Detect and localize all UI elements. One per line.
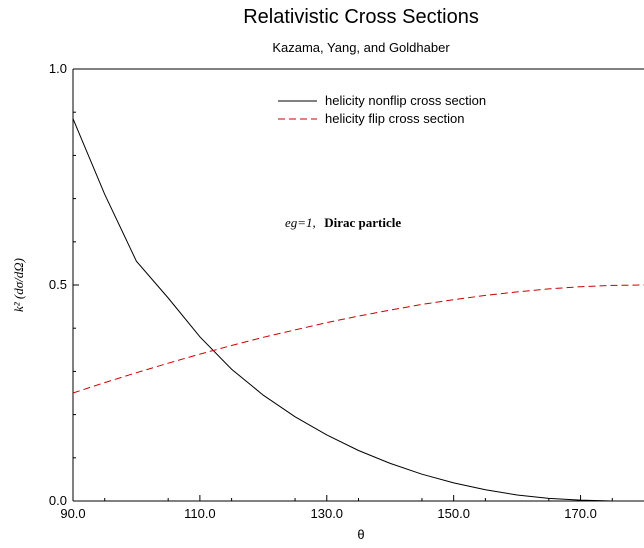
x-tick-label: 110.0 (184, 506, 216, 521)
legend-label-nonflip: helicity nonflip cross section (325, 93, 486, 108)
chart-subtitle: Kazama, Yang, and Goldhaber (272, 40, 450, 55)
y-tick-label: 1.0 (49, 61, 67, 76)
series-line-nonflip (72, 118, 644, 502)
x-tick-label: 170.0 (564, 506, 597, 521)
annotation-italic: eg=1, (285, 215, 316, 230)
x-tick-label: 150.0 (437, 506, 470, 521)
y-axis-label: k² (dσ/dΩ) (11, 258, 26, 312)
plot-area (72, 68, 644, 502)
series-line-flip (72, 284, 644, 394)
annotation-bold: Dirac particle (324, 215, 401, 230)
y-tick-label: 0.5 (49, 277, 67, 292)
legend-label-flip: helicity flip cross section (325, 111, 464, 126)
x-axis-label: θ (357, 527, 364, 542)
y-tick-label: 0.0 (49, 493, 67, 508)
annotation: eg=1, Dirac particle (285, 214, 401, 231)
chart-title: Relativistic Cross Sections (243, 6, 479, 28)
x-tick-label: 130.0 (311, 506, 344, 521)
x-tick-label: 90.0 (60, 506, 85, 521)
series-layer (72, 118, 644, 502)
legend: helicity nonflip cross section helicity … (278, 93, 486, 126)
axis-ticks: 90.0 110.0 130.0 150.0 170.0 0.0 0.5 1.0 (49, 61, 613, 521)
